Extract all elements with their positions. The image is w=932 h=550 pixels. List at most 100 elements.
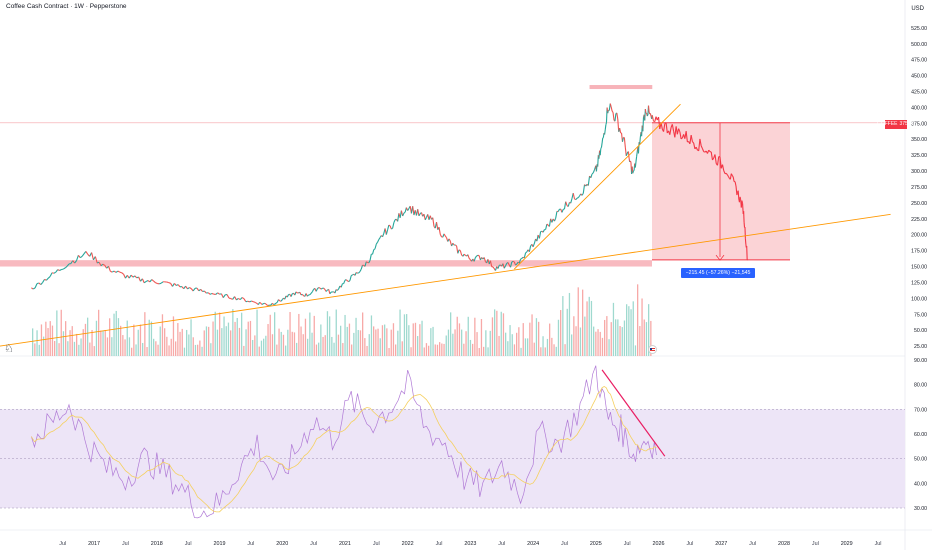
price-segment [627,151,630,159]
price-segment [570,198,573,204]
volume-bar [364,338,366,356]
price-segment [521,256,524,259]
volume-bar [183,347,186,356]
price-segment [678,128,681,133]
volume-bar [403,314,406,356]
volume-bar [370,315,373,356]
price-segment [693,142,696,149]
price-segment [732,176,735,182]
price-segment [355,271,358,274]
time-tick-label: Jul [185,541,192,547]
volume-bar [507,341,509,356]
price-segment [286,294,289,298]
price-segment [616,112,619,120]
price-segment [515,263,518,266]
price-segment [51,272,55,274]
volume-bar [157,344,159,356]
price-segment [736,192,739,196]
volume-bar [137,329,139,356]
price-segment [298,291,301,294]
price-tick-label: 75.00 [914,312,927,318]
time-tick-label: 2018 [151,541,163,547]
price-segment [63,267,66,270]
volume-bar [247,321,249,356]
volume-bar [150,321,153,356]
time-tick-label: Jul [749,541,756,547]
price-segment [438,227,441,235]
time-tick-label: Jul [686,541,693,547]
price-segment [175,284,179,287]
time-tick-label: 2019 [214,541,226,547]
volume-bar [564,344,566,356]
volume-bar [500,311,502,356]
price-segment [323,287,326,290]
volume-bar [340,325,342,356]
time-tick-label: 2029 [841,541,853,547]
price-segment [98,261,102,267]
price-segment [716,156,720,166]
volume-bar [109,318,111,356]
price-segment [577,195,580,199]
time-tick-label: 2024 [527,541,539,547]
volume-bar [472,343,474,356]
price-segment [432,217,435,227]
rsi-tick-label: 90.00 [914,358,927,364]
volume-bar [232,309,234,356]
volume-bar [485,330,487,356]
price-segment [538,231,542,239]
us-flag-icon[interactable] [648,345,657,354]
price-segment [364,261,367,267]
price-segment [393,219,396,223]
volume-bar [573,316,575,356]
tradingview-icon[interactable]: ♘ [4,343,14,355]
rsi-divergence-line [601,369,666,457]
price-segment [403,211,406,214]
price-segment [300,293,303,296]
price-segment [57,269,60,271]
price-segment [483,257,486,262]
price-segment [147,280,151,283]
price-segment [66,263,70,267]
volume-bar [265,335,267,356]
volume-bar [546,338,549,356]
price-segment [372,249,375,255]
volume-bar [274,312,276,356]
price-segment [85,251,89,255]
volume-bar [161,314,164,356]
price-segment [635,156,638,163]
price-segment [703,151,706,153]
price-segment [200,288,203,292]
price-segment [241,297,245,300]
price-segment [360,265,364,270]
price-segment [239,297,243,300]
price-segment [349,275,352,281]
volume-bar [582,289,584,356]
volume-bar [368,334,370,356]
price-segment [574,198,577,201]
price-segment [557,209,560,212]
volume-bar [212,321,214,356]
volume-bar [98,309,100,356]
measure-label: −215.45 (−57.26%) −21,545 [681,268,755,278]
currency-label[interactable]: USD [911,6,924,12]
price-segment [473,257,476,262]
volume-bar [256,309,258,356]
price-segment [725,173,728,176]
price-segment [553,218,557,222]
price-segment [254,301,258,305]
price-segment [306,294,309,297]
volume-bar [102,330,104,356]
price-segment [187,287,190,290]
price-segment [44,278,47,281]
volume-bar [199,340,201,356]
price-segment [497,265,500,269]
price-segment [128,274,132,279]
volume-bar [432,326,434,356]
price-segment [417,209,420,216]
volume-bar [84,323,87,356]
volume-bar [531,314,533,356]
volume-bar [608,339,610,356]
price-segment [348,280,351,283]
price-segment [561,209,564,213]
